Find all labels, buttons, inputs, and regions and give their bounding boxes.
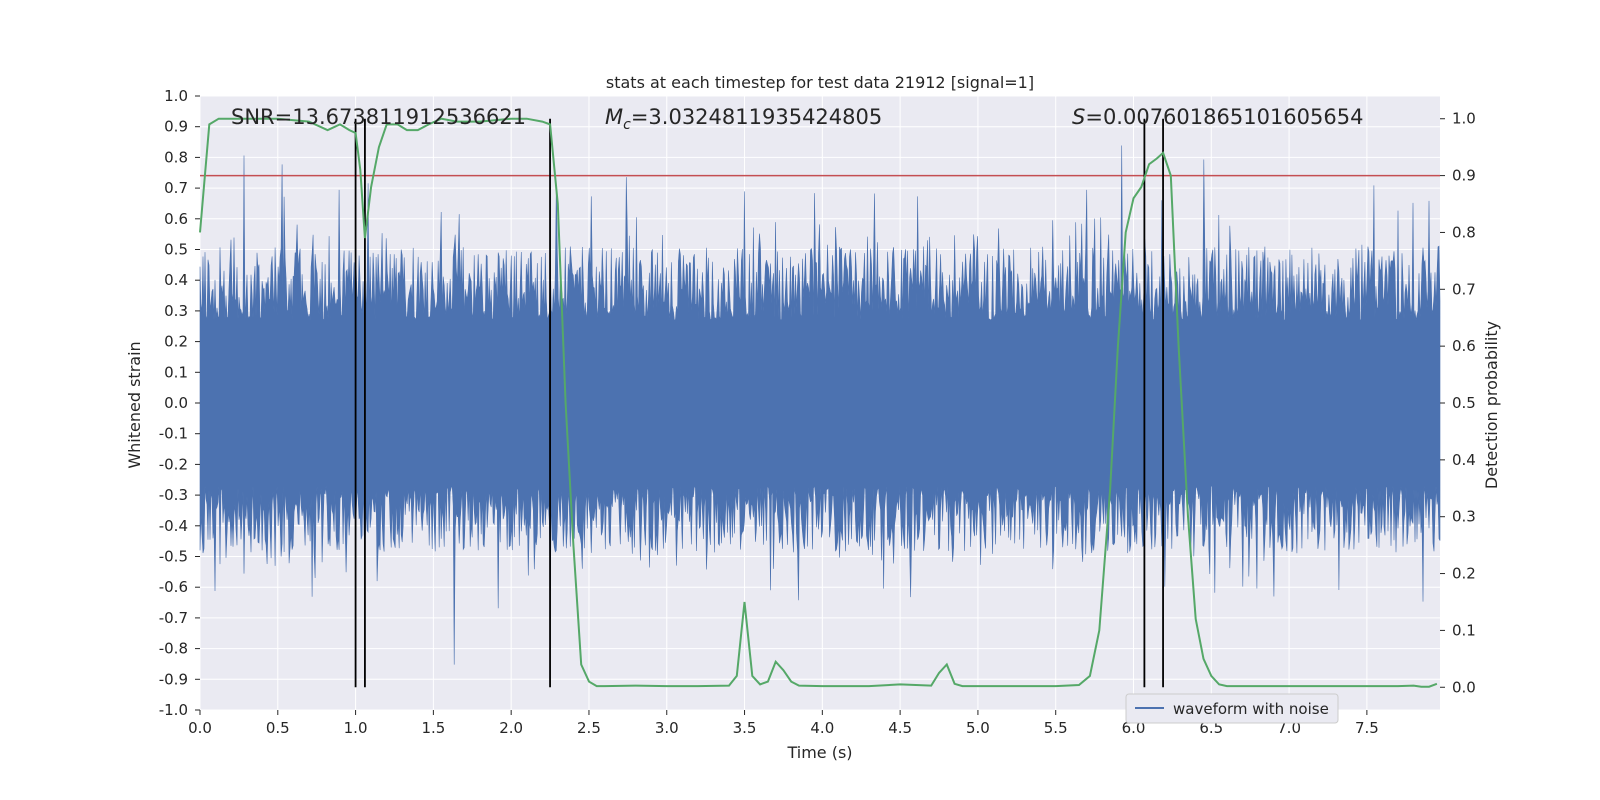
x-axis-label: Time (s) bbox=[786, 743, 852, 762]
y-left-tick-label: -0.5 bbox=[159, 548, 188, 566]
y-left-tick-label: 0.0 bbox=[164, 394, 188, 412]
y-left-tick-label: -0.1 bbox=[159, 425, 188, 443]
chart-title: stats at each timestep for test data 219… bbox=[606, 73, 1034, 92]
y-right-tick-label: 0.0 bbox=[1452, 678, 1476, 696]
x-tick-label: 0.5 bbox=[266, 719, 290, 737]
y-right-tick-label: 0.4 bbox=[1452, 451, 1476, 469]
chirp-mass-annotation: Mc=3.0324811935424805 bbox=[605, 105, 882, 133]
x-tick-label: 1.0 bbox=[344, 719, 368, 737]
x-tick-label: 2.5 bbox=[577, 719, 601, 737]
y-left-tick-label: -1.0 bbox=[159, 701, 188, 719]
y-left-tick-label: 0.5 bbox=[164, 241, 188, 259]
y-left-tick-label: -0.3 bbox=[159, 486, 188, 504]
vertical-lines bbox=[354, 118, 1164, 688]
x-tick-label: 0.0 bbox=[188, 719, 212, 737]
y-left-tick-label: -0.6 bbox=[159, 578, 188, 596]
y-left-tick-label: 0.6 bbox=[164, 210, 188, 228]
legend: waveform with noise bbox=[1125, 693, 1339, 724]
y-left-tick-label: -0.7 bbox=[159, 609, 188, 627]
x-tick-label: 4.0 bbox=[810, 719, 834, 737]
x-tick-label: 4.5 bbox=[888, 719, 912, 737]
x-tick-label: 2.0 bbox=[499, 719, 523, 737]
x-tick-label: 5.5 bbox=[1044, 719, 1068, 737]
y-right-tick-label: 0.5 bbox=[1452, 394, 1476, 412]
y-left-tick-label: 0.2 bbox=[164, 333, 188, 351]
x-tick-label: 1.5 bbox=[421, 719, 445, 737]
y-left-tick-label: -0.2 bbox=[159, 455, 188, 473]
legend-label: waveform with noise bbox=[1173, 700, 1329, 718]
y-left-tick-label: 0.1 bbox=[164, 363, 188, 381]
y-left-tick-label: -0.9 bbox=[159, 670, 188, 688]
y-right-tick-label: 1.0 bbox=[1452, 110, 1476, 128]
snr-annotation: SNR=13.673811912536621 bbox=[231, 105, 526, 129]
y-right-tick-labels: 1.0 0.9 0.8 0.7 0.6 0.5 0.4 0.3 0.2 0.1 0.0 bbox=[1440, 110, 1476, 696]
y-right-tick-label: 0.9 bbox=[1452, 167, 1476, 185]
y-left-tick-label: -0.8 bbox=[159, 640, 188, 658]
s-annotation: S=0.007601865101605654 bbox=[1072, 105, 1363, 129]
y-right-tick-label: 0.1 bbox=[1452, 621, 1476, 639]
detection-probability-series bbox=[199, 117, 1438, 688]
x-tick-label: 5.0 bbox=[966, 719, 990, 737]
y-right-tick-label: 0.7 bbox=[1452, 280, 1476, 298]
y-left-tick-label: 0.9 bbox=[164, 118, 188, 136]
y-left-tick-label: -0.4 bbox=[159, 517, 188, 535]
x-tick-labels: 0.0 0.5 1.0 1.5 2.0 2.5 3.0 3.5 4.0 4.5 5.0 5.5 6.0 6… bbox=[188, 710, 1379, 737]
y-left-tick-label: 0.4 bbox=[164, 271, 188, 289]
y-right-tick-label: 0.8 bbox=[1452, 223, 1476, 241]
x-tick-label: 3.0 bbox=[655, 719, 679, 737]
y-axis-label-left: Whitened strain bbox=[125, 341, 144, 468]
y-right-tick-label: 0.6 bbox=[1452, 337, 1476, 355]
waveform-with-noise-series bbox=[199, 145, 1441, 665]
y-left-tick-label: 0.8 bbox=[164, 148, 188, 166]
y-left-tick-label: 0.7 bbox=[164, 179, 188, 197]
y-left-tick-label: 0.3 bbox=[164, 302, 188, 320]
y-left-tick-labels: 1.0 0.9 0.8 0.7 0.6 0.5 0.4 0.3 0.2 0.1 0.0 -0.1 -0.… bbox=[159, 87, 200, 719]
y-axis-label-right: Detection probability bbox=[1482, 321, 1501, 489]
x-tick-label: 7.5 bbox=[1355, 719, 1379, 737]
y-right-tick-label: 0.3 bbox=[1452, 508, 1476, 526]
y-right-tick-label: 0.2 bbox=[1452, 565, 1476, 583]
x-tick-label: 3.5 bbox=[733, 719, 757, 737]
y-left-tick-label: 1.0 bbox=[164, 87, 188, 105]
legend-frame bbox=[1125, 693, 1339, 724]
